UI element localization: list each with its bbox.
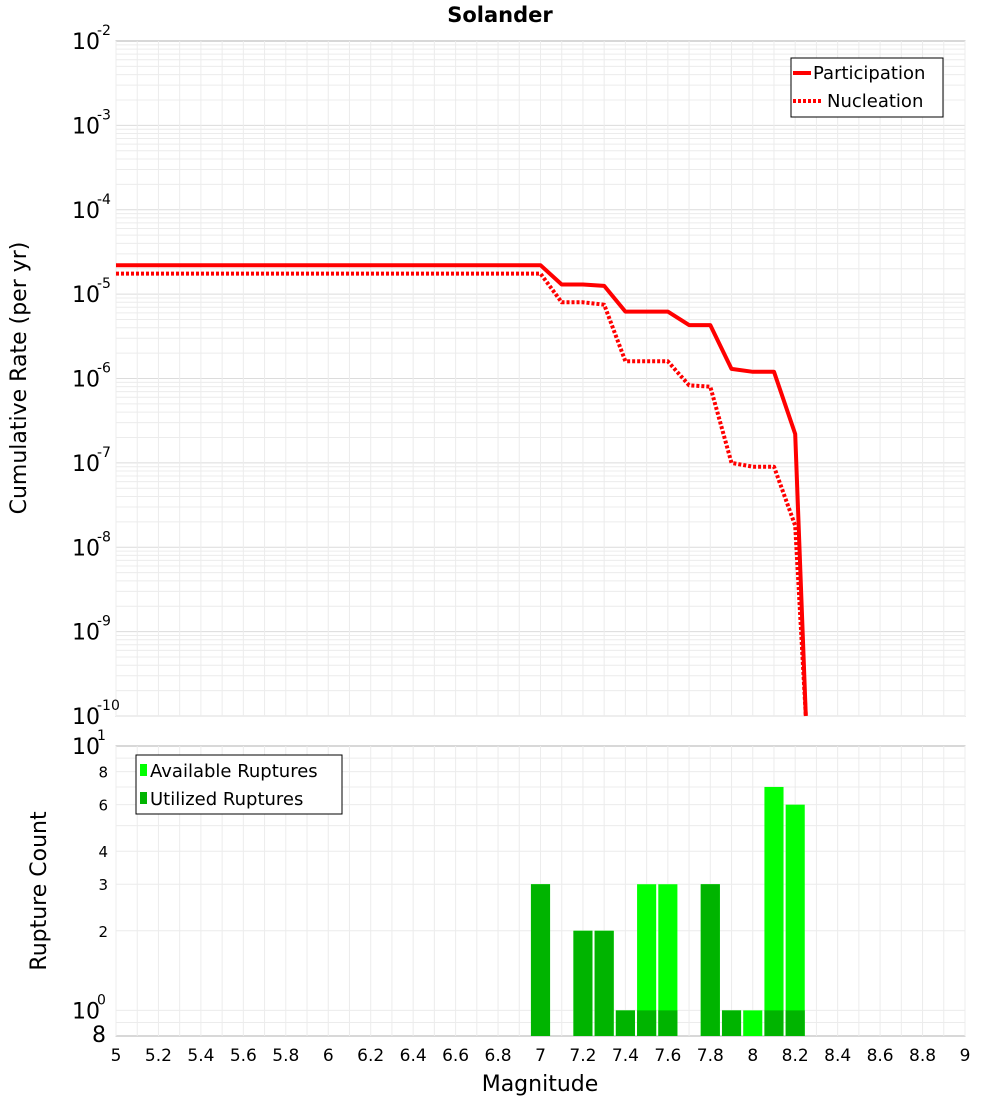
utilized-rupture-bar — [764, 1010, 784, 1036]
utilized-rupture-bar — [530, 884, 551, 1036]
rate-y-tick-exponent: -6 — [97, 361, 111, 377]
participation-line — [116, 263, 808, 717]
utilized-legend-label: Utilized Ruptures — [150, 789, 303, 810]
magnitude-x-tick-label: 8.2 — [782, 1046, 809, 1066]
utilized-rupture-bar — [637, 1010, 657, 1036]
magnitude-x-tick-label: 8.8 — [909, 1046, 936, 1066]
rate-y-axis-label: Cumulative Rate (per yr) — [7, 242, 32, 515]
nucleation-legend-label: Nucleation — [827, 91, 923, 112]
magnitude-x-tick-label: 6.2 — [357, 1046, 384, 1066]
chart-title: Solander — [447, 3, 553, 27]
rate-y-tick-exponent: -8 — [97, 529, 111, 545]
rupture-y-tick-exponent: 0 — [97, 992, 106, 1008]
utilized-rupture-bar — [594, 930, 614, 1036]
rate-y-tick-label: 10 — [72, 114, 100, 139]
rate-y-tick-label: 10 — [72, 536, 100, 561]
magnitude-x-tick-label: 6.4 — [400, 1046, 427, 1066]
magnitude-x-tick-label: 7.8 — [697, 1046, 724, 1066]
utilized-rupture-bar — [721, 1010, 742, 1036]
rupture-y-axis-label: Rupture Count — [27, 811, 52, 971]
magnitude-x-tick-label: 9 — [960, 1046, 971, 1066]
rate-y-tick-exponent: -10 — [97, 698, 120, 714]
available-rupture-bar — [637, 884, 657, 1036]
available-rupture-bar — [764, 786, 784, 1036]
magnitude-x-tick-label: 8 — [747, 1046, 758, 1066]
magnitude-x-tick-label: 7.2 — [569, 1046, 596, 1066]
rate-legend-box — [790, 57, 944, 118]
magnitude-x-tick-label: 6.6 — [442, 1046, 469, 1066]
rupture-y-tick-label: 6 — [98, 797, 108, 815]
nucleation-line — [116, 271, 808, 717]
rupture-y-tick-exponent: 1 — [97, 728, 106, 744]
rate-y-ticks: 10-210-310-410-510-610-710-810-910-10 — [72, 23, 120, 730]
magnitude-x-tick-label: 5.4 — [187, 1046, 214, 1066]
available-legend-swatch — [140, 764, 147, 776]
available-legend-label: Available Ruptures — [150, 761, 318, 782]
rupture-count-bars — [530, 786, 805, 1036]
utilized-rupture-bar — [700, 884, 720, 1036]
available-rupture-bar — [785, 804, 805, 1036]
rate-y-tick-label: 10 — [72, 30, 100, 55]
magnitude-x-tick-label: 8.6 — [867, 1046, 894, 1066]
rupture-y-tick-label: 8 — [98, 764, 108, 782]
magnitude-x-tick-label: 5 — [111, 1046, 122, 1066]
magnitude-x-tick-label: 6.8 — [485, 1046, 512, 1066]
rate-y-tick-exponent: -3 — [97, 107, 111, 123]
rate-y-tick-label: 10 — [72, 621, 100, 646]
magnitude-x-tick-label: 6 — [323, 1046, 334, 1066]
magnitude-x-tick-label: 8.4 — [824, 1046, 851, 1066]
rate-y-tick-label: 10 — [72, 452, 100, 477]
utilized-rupture-bar — [658, 1010, 678, 1036]
available-rupture-bar — [658, 884, 678, 1036]
rate-y-tick-exponent: -7 — [97, 445, 111, 461]
utilized-rupture-bar — [785, 1010, 805, 1036]
magnitude-x-tick-label: 7 — [535, 1046, 546, 1066]
utilized-rupture-bar — [573, 930, 593, 1036]
rupture-y-tick-label: 2 — [98, 923, 108, 941]
rate-plot-lines — [116, 263, 808, 717]
magnitude-x-axis-label: Magnitude — [482, 1072, 599, 1097]
rate-plot-panel: 10-210-310-410-510-610-710-810-910-10 Cu… — [7, 23, 966, 730]
rate-y-tick-label: 10 — [72, 283, 100, 308]
available-rupture-bar — [743, 1010, 763, 1036]
rate-y-tick-label: 10 — [72, 199, 100, 224]
magnitude-x-tick-label: 5.2 — [145, 1046, 172, 1066]
rupture-legend-box — [135, 754, 343, 815]
rate-y-tick-exponent: -5 — [97, 276, 111, 292]
rupture-y-tick-label: 4 — [98, 843, 108, 861]
rate-y-tick-exponent: -4 — [97, 192, 111, 208]
participation-legend-label: Participation — [813, 63, 925, 84]
rate-y-tick-label: 10 — [72, 705, 100, 730]
rate-legend: Participation Nucleation — [790, 57, 944, 118]
magnitude-x-tick-label: 5.8 — [272, 1046, 299, 1066]
utilized-legend-swatch — [140, 792, 147, 804]
rate-y-tick-label: 10 — [72, 368, 100, 393]
rupture-y-tick-label: 3 — [98, 876, 108, 894]
rate-y-tick-exponent: -9 — [97, 614, 111, 630]
utilized-rupture-bar — [615, 1010, 635, 1036]
magnitude-x-tick-label: 7.6 — [654, 1046, 681, 1066]
rate-plot-grid — [115, 41, 966, 717]
rate-y-tick-exponent: -2 — [97, 23, 111, 39]
rupture-legend: Available Ruptures Utilized Ruptures — [135, 754, 343, 815]
rupture-y-tick-label: 10 — [72, 735, 100, 760]
magnitude-x-tick-label: 5.6 — [230, 1046, 257, 1066]
magnitude-x-ticks: 5 5.2 5.4 5.6 5.8 6 6.2 6.4 6.6 6.8 7 7.2 7.4 7.6 7.8 8… — [111, 1046, 971, 1066]
magnitude-x-tick-label: 7.4 — [612, 1046, 639, 1066]
rupture-y-tick-label: 10 — [72, 999, 100, 1024]
rupture-y-tick-label: 8 — [92, 1023, 106, 1048]
